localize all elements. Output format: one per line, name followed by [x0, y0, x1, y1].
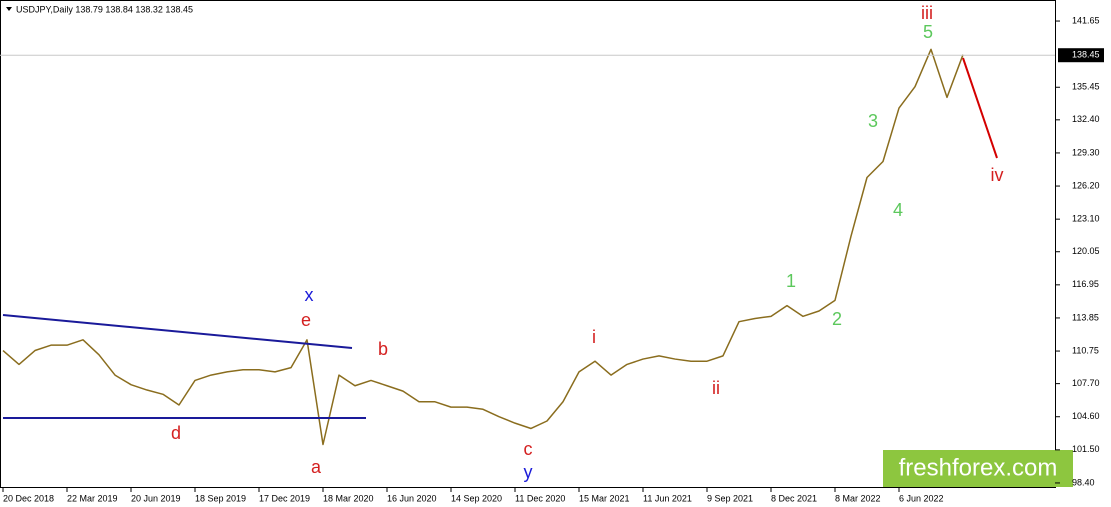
x-tick-label: 18 Mar 2020 [323, 493, 374, 503]
wave-label: a [311, 457, 322, 477]
projection-arrow [962, 57, 998, 159]
watermark-box [883, 450, 1073, 487]
last-price-label: 138.45 [1072, 50, 1100, 60]
y-tick-label: 107.70 [1072, 378, 1100, 388]
y-tick-label: 120.05 [1072, 246, 1100, 256]
wave-label: 2 [832, 309, 842, 329]
x-tick-label: 6 Jun 2022 [899, 493, 944, 503]
y-tick-label: 104.60 [1072, 411, 1100, 421]
price-line [2, 48, 964, 446]
x-tick-label: 18 Sep 2019 [195, 493, 246, 503]
wave-label: b [378, 339, 388, 359]
chart-title: USDJPY,Daily 138.79 138.84 138.32 138.45 [16, 4, 193, 14]
y-tick-label: 135.45 [1072, 82, 1100, 92]
trendline [2, 314, 353, 349]
x-tick-label: 14 Sep 2020 [451, 493, 502, 503]
x-tick-label: 11 Jun 2021 [643, 493, 692, 503]
wave-label: 1 [786, 271, 796, 291]
wave-label: y [524, 462, 533, 482]
wave-label: ii [712, 378, 720, 398]
x-tick-label: 17 Dec 2019 [259, 493, 310, 503]
wave-label: 5 [923, 22, 933, 42]
x-tick-label: 20 Jun 2019 [131, 493, 181, 503]
x-tick-label: 22 Mar 2019 [67, 493, 118, 503]
y-tick-label: 126.20 [1072, 180, 1100, 190]
wave-label: e [301, 310, 311, 330]
y-tick-label: 98.40 [1072, 477, 1095, 487]
wave-label: iii [921, 3, 933, 23]
wave-label: i [592, 327, 596, 347]
wave-label: 4 [893, 200, 903, 220]
menu-triangle [6, 7, 12, 11]
y-tick-label: 116.95 [1072, 279, 1099, 289]
y-tick-label: 101.50 [1072, 444, 1100, 454]
wave-label: iv [991, 165, 1004, 185]
y-tick-label: 132.40 [1072, 114, 1100, 124]
x-tick-label: 8 Mar 2022 [835, 493, 881, 503]
y-tick-label: 110.75 [1072, 345, 1099, 355]
x-tick-label: 15 Mar 2021 [579, 493, 630, 503]
y-tick-label: 129.30 [1072, 147, 1100, 157]
wave-label: 3 [868, 111, 878, 131]
x-tick-label: 9 Sep 2021 [707, 493, 753, 503]
wave-label: c [524, 439, 533, 459]
last-price-box [1058, 48, 1104, 63]
y-tick-label: 141.65 [1072, 15, 1100, 25]
x-tick-label: 20 Dec 2018 [3, 493, 54, 503]
plot-frame [0, 0, 1056, 488]
y-tick-label: 113.85 [1072, 312, 1099, 322]
x-tick-label: 11 Dec 2020 [515, 493, 565, 503]
wave-label: x [305, 285, 314, 305]
y-tick-label: 123.10 [1072, 214, 1100, 224]
x-tick-label: 16 Jun 2020 [387, 493, 437, 503]
watermark: freshforex.com [899, 454, 1058, 481]
x-tick-label: 8 Dec 2021 [771, 493, 817, 503]
wave-label: d [171, 423, 181, 443]
